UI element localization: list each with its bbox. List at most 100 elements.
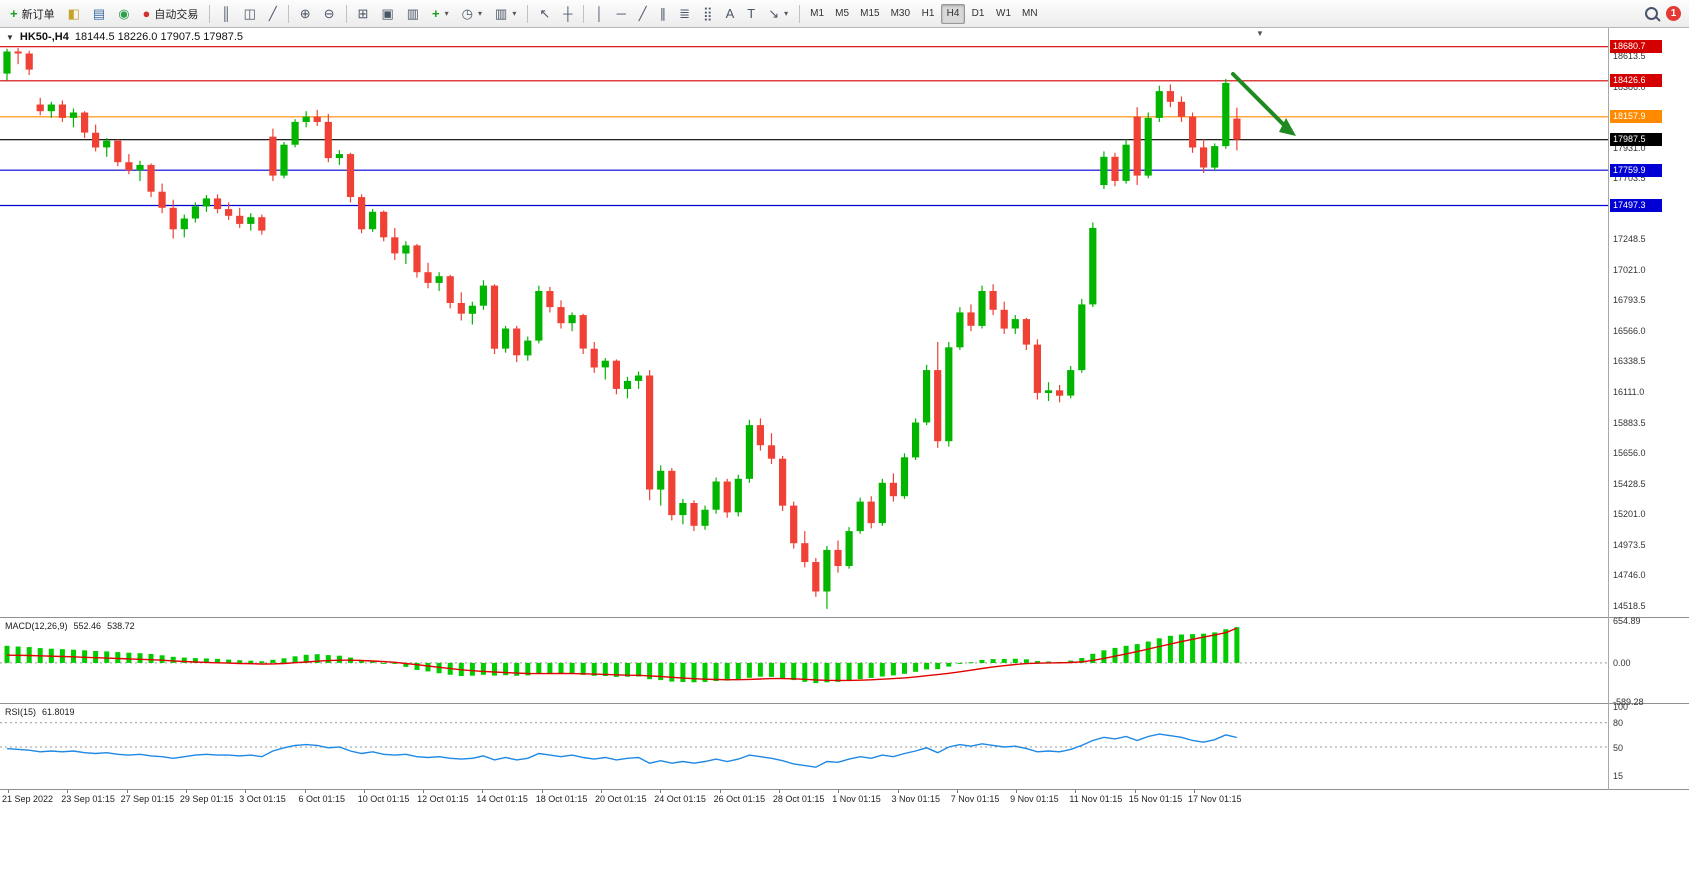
timeframe-button-M5[interactable]: M5 — [830, 4, 854, 24]
timeframe-button-H1[interactable]: H1 — [916, 4, 940, 24]
candlestick-icon: ◫ — [243, 6, 256, 21]
chart-collapse-icon[interactable]: ▼ — [6, 32, 14, 42]
price-axis-label: 16566.0 — [1613, 325, 1646, 336]
zoom-in-button[interactable]: ⊕ — [294, 3, 317, 25]
cursor-tool-button[interactable]: ↖ — [533, 3, 556, 25]
timeframe-group: M1 M5 M15 M30 H1 H4 D1 W1 MN — [805, 3, 1043, 24]
time-axis-label: 10 Oct 01:15 — [357, 794, 410, 804]
new-order-label: 新订单 — [21, 8, 55, 21]
macd-panel-canvas[interactable] — [0, 619, 1608, 703]
price-tag-17987.5: 17987.5 — [1610, 133, 1662, 147]
chart-title: ▼ HK50-,H4 18144.5 18226.0 17907.5 17987… — [6, 31, 243, 43]
time-axis-label: 26 Oct 01:15 — [713, 794, 766, 804]
timeframe-button-H4[interactable]: H4 — [941, 3, 966, 24]
channel-tool-button[interactable]: ∥ — [654, 3, 673, 25]
timeframe-button-M1[interactable]: M1 — [805, 4, 829, 24]
timeframe-button-D1[interactable]: D1 — [966, 4, 990, 24]
add-indicator-icon: + — [432, 6, 440, 21]
fibonacci-tool-button[interactable]: ≣ — [673, 3, 696, 25]
trend-arrow-annotation[interactable] — [1231, 72, 1296, 136]
main-chart-canvas[interactable] — [0, 28, 1608, 617]
new-order-icon: + — [10, 6, 18, 21]
tile-windows-button[interactable]: ⊞ — [352, 3, 375, 25]
price-tag-17497.3: 17497.3 — [1610, 199, 1662, 212]
period-button[interactable]: ◷ ▾ — [456, 3, 488, 25]
zoom-out-icon: ⊖ — [323, 6, 335, 21]
panel-resize-separator-rsi[interactable] — [0, 703, 1689, 704]
notification-badge[interactable]: 1 — [1666, 6, 1681, 21]
navigator-button[interactable]: ◉ — [112, 3, 135, 25]
timeframe-button-W1[interactable]: W1 — [991, 4, 1016, 24]
template-icon: ▥ — [495, 6, 508, 21]
time-axis-label: 3 Oct 01:15 — [239, 794, 286, 804]
panel-resize-separator-macd[interactable] — [0, 617, 1689, 618]
price-axis-label: 17021.0 — [1613, 264, 1646, 275]
data-window-button[interactable]: ▤ — [87, 3, 111, 25]
line-chart-mode-button[interactable]: ╱ — [263, 3, 283, 25]
time-axis-tick — [719, 790, 721, 793]
search-icon[interactable] — [1645, 7, 1658, 20]
price-axis-label: 15428.5 — [1613, 478, 1646, 489]
trendline-tool-button[interactable]: ╱ — [633, 3, 653, 25]
trendline-icon: ╱ — [638, 6, 647, 21]
macd-signal-line — [6, 627, 1238, 682]
chart-symbol-period: HK50-,H4 — [19, 31, 69, 43]
price-axis-label: 17931.0 — [1613, 142, 1646, 153]
macd-title: MACD(12,26,9) — [5, 621, 68, 631]
time-axis-tick — [601, 790, 602, 793]
label-tool-button[interactable]: T — [741, 3, 761, 25]
market-watch-icon: ◧ — [67, 6, 80, 21]
toolbar-separator — [799, 4, 801, 23]
time-axis-tick — [423, 790, 425, 793]
time-axis-label: 12 Oct 01:15 — [417, 794, 469, 804]
timeframe-button-M30[interactable]: M30 — [886, 4, 915, 24]
tile-vertical-button[interactable]: ▥ — [401, 3, 425, 25]
crosshair-tool-button[interactable]: ┼ — [557, 3, 578, 25]
text-tool-button[interactable]: A — [720, 3, 741, 25]
rsi-value: 61.8019 — [42, 707, 75, 717]
arrows-tool-button[interactable]: ↘ ▾ — [762, 3, 794, 25]
time-axis-label: 14 Oct 01:15 — [476, 794, 528, 804]
shapes-icon: ⣿ — [703, 6, 713, 21]
rsi-panel-canvas[interactable] — [0, 705, 1608, 789]
price-axis-label: 14518.5 — [1613, 600, 1646, 611]
time-axis-tick — [8, 790, 9, 793]
market-watch-button[interactable]: ◧ — [62, 3, 86, 25]
fibonacci-icon: ≣ — [679, 6, 691, 21]
toolbar-separator — [527, 4, 529, 23]
autotrading-icon: ● — [142, 6, 151, 21]
candlestick-mode-button[interactable]: ◫ — [238, 3, 262, 25]
tile-horizontal-button[interactable]: ▣ — [375, 3, 399, 25]
timeframe-button-MN[interactable]: MN — [1017, 4, 1043, 24]
time-axis-label: 15 Nov 01:15 — [1128, 794, 1183, 804]
bar-chart-icon: ║ — [221, 6, 231, 21]
vertical-line-tool-button[interactable]: │ — [589, 3, 609, 25]
bar-chart-mode-button[interactable]: ║ — [215, 3, 236, 25]
macd-axis-label: 0.00 — [1613, 658, 1631, 669]
chart-shift-marker-icon[interactable]: ▼ — [1256, 29, 1264, 38]
time-axis[interactable]: 21 Sep 2022 23 Sep 01:15 27 Sep 01:15 29 Se… — [0, 790, 1608, 810]
time-axis-tick — [838, 790, 840, 793]
shapes-tool-button[interactable]: ⣿ — [697, 3, 719, 25]
add-indicator-button[interactable]: + ▾ — [426, 3, 455, 25]
time-axis-label: 18 Oct 01:15 — [535, 794, 588, 804]
clock-icon: ◷ — [461, 6, 473, 21]
time-axis-tick — [1075, 790, 1077, 793]
time-axis-tick — [126, 790, 128, 793]
tile-horizontal-icon: ▣ — [381, 6, 394, 21]
arrow-style-icon: ↘ — [768, 6, 780, 21]
rsi-axis-label: 100 — [1613, 702, 1629, 713]
zoom-out-button[interactable]: ⊖ — [318, 3, 341, 25]
horizontal-line-tool-button[interactable]: ─ — [611, 3, 632, 25]
zoom-in-icon: ⊕ — [299, 6, 311, 21]
template-button[interactable]: ▥ ▾ — [489, 3, 522, 25]
new-order-button[interactable]: + 新订单 — [4, 3, 61, 25]
time-axis-tick — [1016, 790, 1018, 793]
timeframe-button-M15[interactable]: M15 — [855, 4, 884, 24]
price-axis-label: 14746.0 — [1613, 570, 1646, 581]
autotrading-button[interactable]: ● 自动交易 — [137, 3, 205, 25]
price-tag-18680.7: 18680.7 — [1610, 40, 1662, 54]
candles-layer — [3, 48, 1241, 609]
vertical-line-icon: │ — [595, 6, 604, 21]
time-axis-tick — [1194, 790, 1195, 793]
